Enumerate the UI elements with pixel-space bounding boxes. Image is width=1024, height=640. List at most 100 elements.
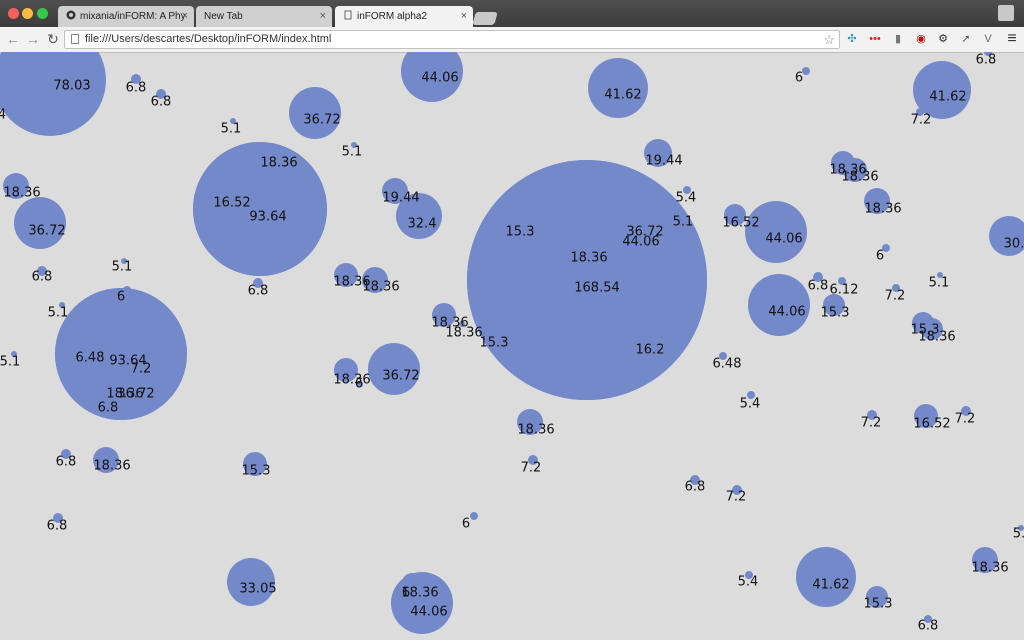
bubble[interactable] xyxy=(127,387,133,393)
extension-bookmark-icon[interactable]: ▮ xyxy=(894,33,902,45)
bubble[interactable] xyxy=(117,387,123,393)
bubble[interactable] xyxy=(3,173,29,199)
bubble[interactable] xyxy=(864,188,890,214)
bubble[interactable] xyxy=(334,358,358,382)
bubble[interactable] xyxy=(972,547,998,573)
tab-new-tab[interactable]: New Tab × xyxy=(196,6,332,27)
bubble[interactable] xyxy=(111,402,117,408)
extension-arrow-icon[interactable]: ➚ xyxy=(961,33,971,45)
bubble[interactable] xyxy=(690,475,700,485)
bubble[interactable] xyxy=(843,158,867,182)
bubble[interactable] xyxy=(37,266,47,276)
zoom-window-button[interactable] xyxy=(37,8,48,19)
extension-dots-icon[interactable]: ••• xyxy=(869,33,881,45)
bubble[interactable] xyxy=(916,108,924,116)
bubble[interactable] xyxy=(396,193,442,239)
extension-gear-icon[interactable]: ⚙ xyxy=(938,33,948,45)
bubble[interactable] xyxy=(683,186,691,194)
new-tab-button[interactable] xyxy=(472,12,498,25)
bubble[interactable] xyxy=(193,142,327,276)
bubble[interactable] xyxy=(719,352,727,360)
bubble[interactable] xyxy=(432,303,456,327)
bubble[interactable] xyxy=(121,258,127,264)
bubble[interactable] xyxy=(391,572,453,634)
bubble[interactable] xyxy=(59,302,65,308)
bubble[interactable] xyxy=(644,139,672,167)
profile-icon[interactable] xyxy=(998,5,1014,21)
bubble[interactable] xyxy=(459,321,465,327)
bubble[interactable] xyxy=(745,201,807,263)
bookmark-star-icon[interactable]: ☆ xyxy=(823,32,835,47)
bubble[interactable] xyxy=(409,590,415,596)
bubble[interactable] xyxy=(1018,525,1024,531)
bubble[interactable] xyxy=(867,410,877,420)
bubble[interactable] xyxy=(892,284,900,292)
bubble[interactable] xyxy=(253,278,263,288)
bubble[interactable] xyxy=(989,216,1024,256)
reload-icon[interactable]: ↻ xyxy=(47,31,59,47)
bubble[interactable] xyxy=(747,391,755,399)
bubble[interactable] xyxy=(368,343,420,395)
bubble[interactable] xyxy=(882,244,890,252)
bubble[interactable] xyxy=(227,558,275,606)
bubble[interactable] xyxy=(937,272,943,278)
bubble[interactable] xyxy=(93,447,119,473)
bubble[interactable] xyxy=(131,74,141,84)
forward-icon[interactable]: → xyxy=(26,31,40,47)
close-tab-icon[interactable]: × xyxy=(460,10,467,22)
bubble[interactable] xyxy=(11,351,17,357)
minimize-window-button[interactable] xyxy=(22,8,33,19)
bubble[interactable] xyxy=(0,52,106,136)
bubble[interactable] xyxy=(467,160,707,400)
bubble[interactable] xyxy=(490,340,496,346)
bubble[interactable] xyxy=(243,452,267,476)
bubble[interactable] xyxy=(61,449,71,459)
bubble[interactable] xyxy=(802,67,810,75)
bubble[interactable] xyxy=(334,263,358,287)
bubble[interactable] xyxy=(357,381,363,387)
bubble[interactable] xyxy=(268,147,274,153)
extension-molecule-icon[interactable]: ✣ xyxy=(847,33,857,45)
bubble[interactable] xyxy=(724,204,746,226)
bubble[interactable] xyxy=(748,274,810,336)
bubble[interactable] xyxy=(924,615,932,623)
bubble[interactable] xyxy=(135,353,141,359)
address-bar[interactable]: file:///Users/descartes/Desktop/inFORM/i… xyxy=(64,30,840,49)
bubble[interactable] xyxy=(401,52,463,102)
bubble[interactable] xyxy=(517,409,543,435)
tab-github[interactable]: mixania/inFORM: A Physical × xyxy=(58,6,194,27)
bubble[interactable] xyxy=(53,513,63,523)
bubble[interactable] xyxy=(588,58,648,118)
bubble[interactable] xyxy=(362,267,388,293)
bubble[interactable] xyxy=(528,455,538,465)
bubble[interactable] xyxy=(961,406,971,416)
bubble[interactable] xyxy=(230,118,236,124)
bubble[interactable] xyxy=(866,586,888,608)
close-window-button[interactable] xyxy=(8,8,19,19)
bubble[interactable] xyxy=(921,318,943,340)
bubble[interactable] xyxy=(984,52,992,56)
bubble[interactable] xyxy=(156,89,166,99)
bubble[interactable] xyxy=(838,277,846,285)
bubble[interactable] xyxy=(351,142,357,148)
bubble[interactable] xyxy=(796,547,856,607)
bubble[interactable] xyxy=(14,197,66,249)
bubble[interactable] xyxy=(289,87,341,139)
bubble[interactable] xyxy=(645,346,651,352)
extension-v-icon[interactable]: V xyxy=(984,33,992,45)
bubble[interactable] xyxy=(55,288,187,420)
close-tab-icon[interactable]: × xyxy=(181,10,188,22)
close-tab-icon[interactable]: × xyxy=(319,10,326,22)
bubble[interactable] xyxy=(823,294,845,316)
extension-ublock-icon[interactable]: ◉ xyxy=(916,33,926,45)
tab-inform-alpha2[interactable]: inFORM alpha2 × xyxy=(335,6,473,27)
bubble[interactable] xyxy=(584,245,590,251)
back-icon[interactable]: ← xyxy=(6,31,20,47)
bubble[interactable] xyxy=(382,178,408,204)
bubble[interactable] xyxy=(0,104,3,110)
bubble[interactable] xyxy=(914,404,938,428)
bubble[interactable] xyxy=(913,61,971,119)
menu-icon[interactable]: ≡ xyxy=(1007,30,1017,47)
bubble[interactable] xyxy=(745,571,753,579)
bubble[interactable] xyxy=(470,512,478,520)
